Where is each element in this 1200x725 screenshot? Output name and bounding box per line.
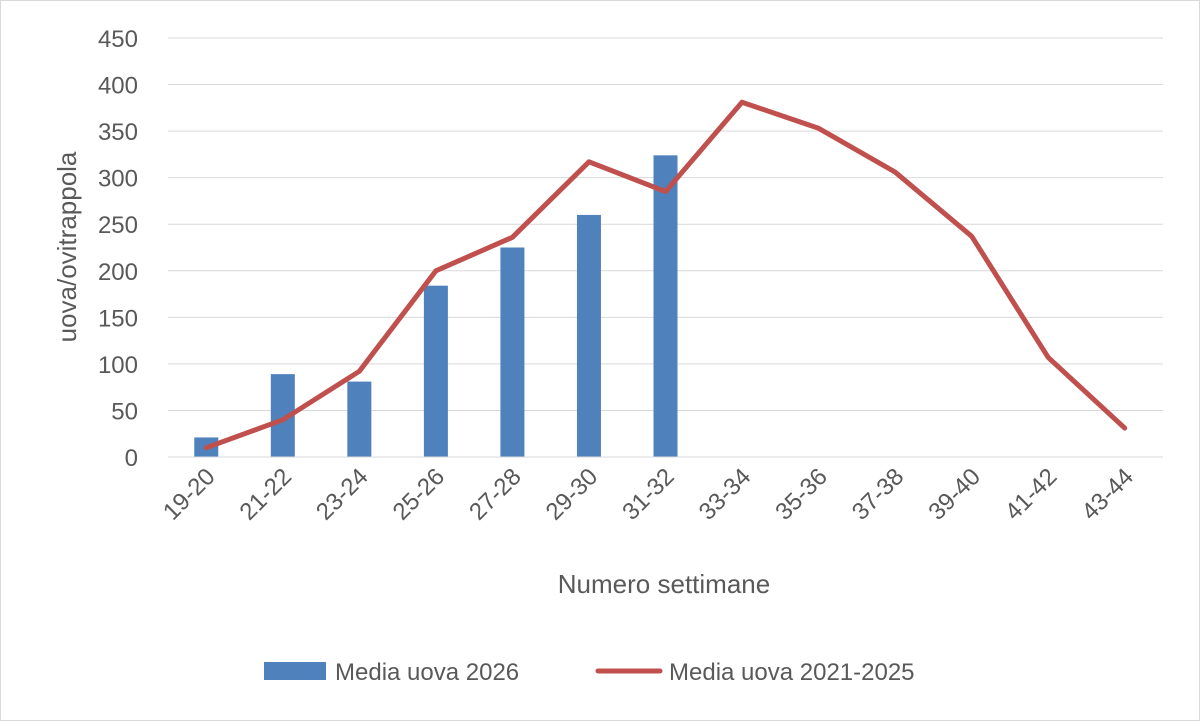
y-tick-label: 250 bbox=[98, 212, 138, 239]
x-tick-label: 27-28 bbox=[464, 463, 527, 526]
legend-label: Media uova 2021-2025 bbox=[669, 659, 915, 686]
y-tick-label: 0 bbox=[125, 445, 138, 472]
x-tick-label: 35-36 bbox=[770, 463, 833, 526]
bar bbox=[423, 285, 448, 457]
x-tick-label: 43-44 bbox=[1076, 463, 1139, 526]
x-tick-label: 29-30 bbox=[541, 463, 604, 526]
x-axis-label: Numero settimane bbox=[558, 569, 770, 599]
bar bbox=[500, 247, 525, 457]
x-tick-label: 25-26 bbox=[388, 463, 451, 526]
y-tick-label: 450 bbox=[98, 26, 138, 53]
x-tick-label: 21-22 bbox=[235, 463, 298, 526]
y-axis-label: uova/ovitrappola bbox=[52, 151, 82, 342]
line-series bbox=[203, 99, 1128, 451]
legend: Media uova 2026 Media uova 2021-2025 bbox=[264, 659, 915, 686]
y-tick-label: 400 bbox=[98, 73, 138, 100]
legend-label: Media uova 2026 bbox=[335, 659, 519, 686]
y-tick-label: 50 bbox=[111, 398, 138, 425]
x-tick-label: 23-24 bbox=[311, 463, 374, 526]
x-tick-label: 37-38 bbox=[847, 463, 910, 526]
legend-swatch-bar bbox=[264, 662, 326, 680]
y-tick-label: 300 bbox=[98, 166, 138, 193]
y-tick-label: 150 bbox=[98, 305, 138, 332]
x-tick-label: 31-32 bbox=[617, 463, 680, 526]
bar-series bbox=[194, 155, 678, 457]
x-tick-label: 33-34 bbox=[694, 463, 757, 526]
x-axis-ticks: 19-20 21-22 23-24 25-26 27-28 29-30 31-32 33-34… bbox=[158, 463, 1139, 526]
bar bbox=[347, 381, 372, 457]
bar bbox=[576, 214, 601, 457]
bar bbox=[653, 155, 678, 457]
x-tick-label: 39-40 bbox=[923, 463, 986, 526]
y-tick-label: 200 bbox=[98, 259, 138, 286]
y-tick-label: 350 bbox=[98, 119, 138, 146]
x-tick-label: 41-42 bbox=[1000, 463, 1063, 526]
y-axis-ticks: 0 50 100 150 200 250 300 350 400 450 bbox=[98, 26, 138, 472]
y-tick-label: 100 bbox=[98, 352, 138, 379]
x-tick-label: 19-20 bbox=[158, 463, 221, 526]
